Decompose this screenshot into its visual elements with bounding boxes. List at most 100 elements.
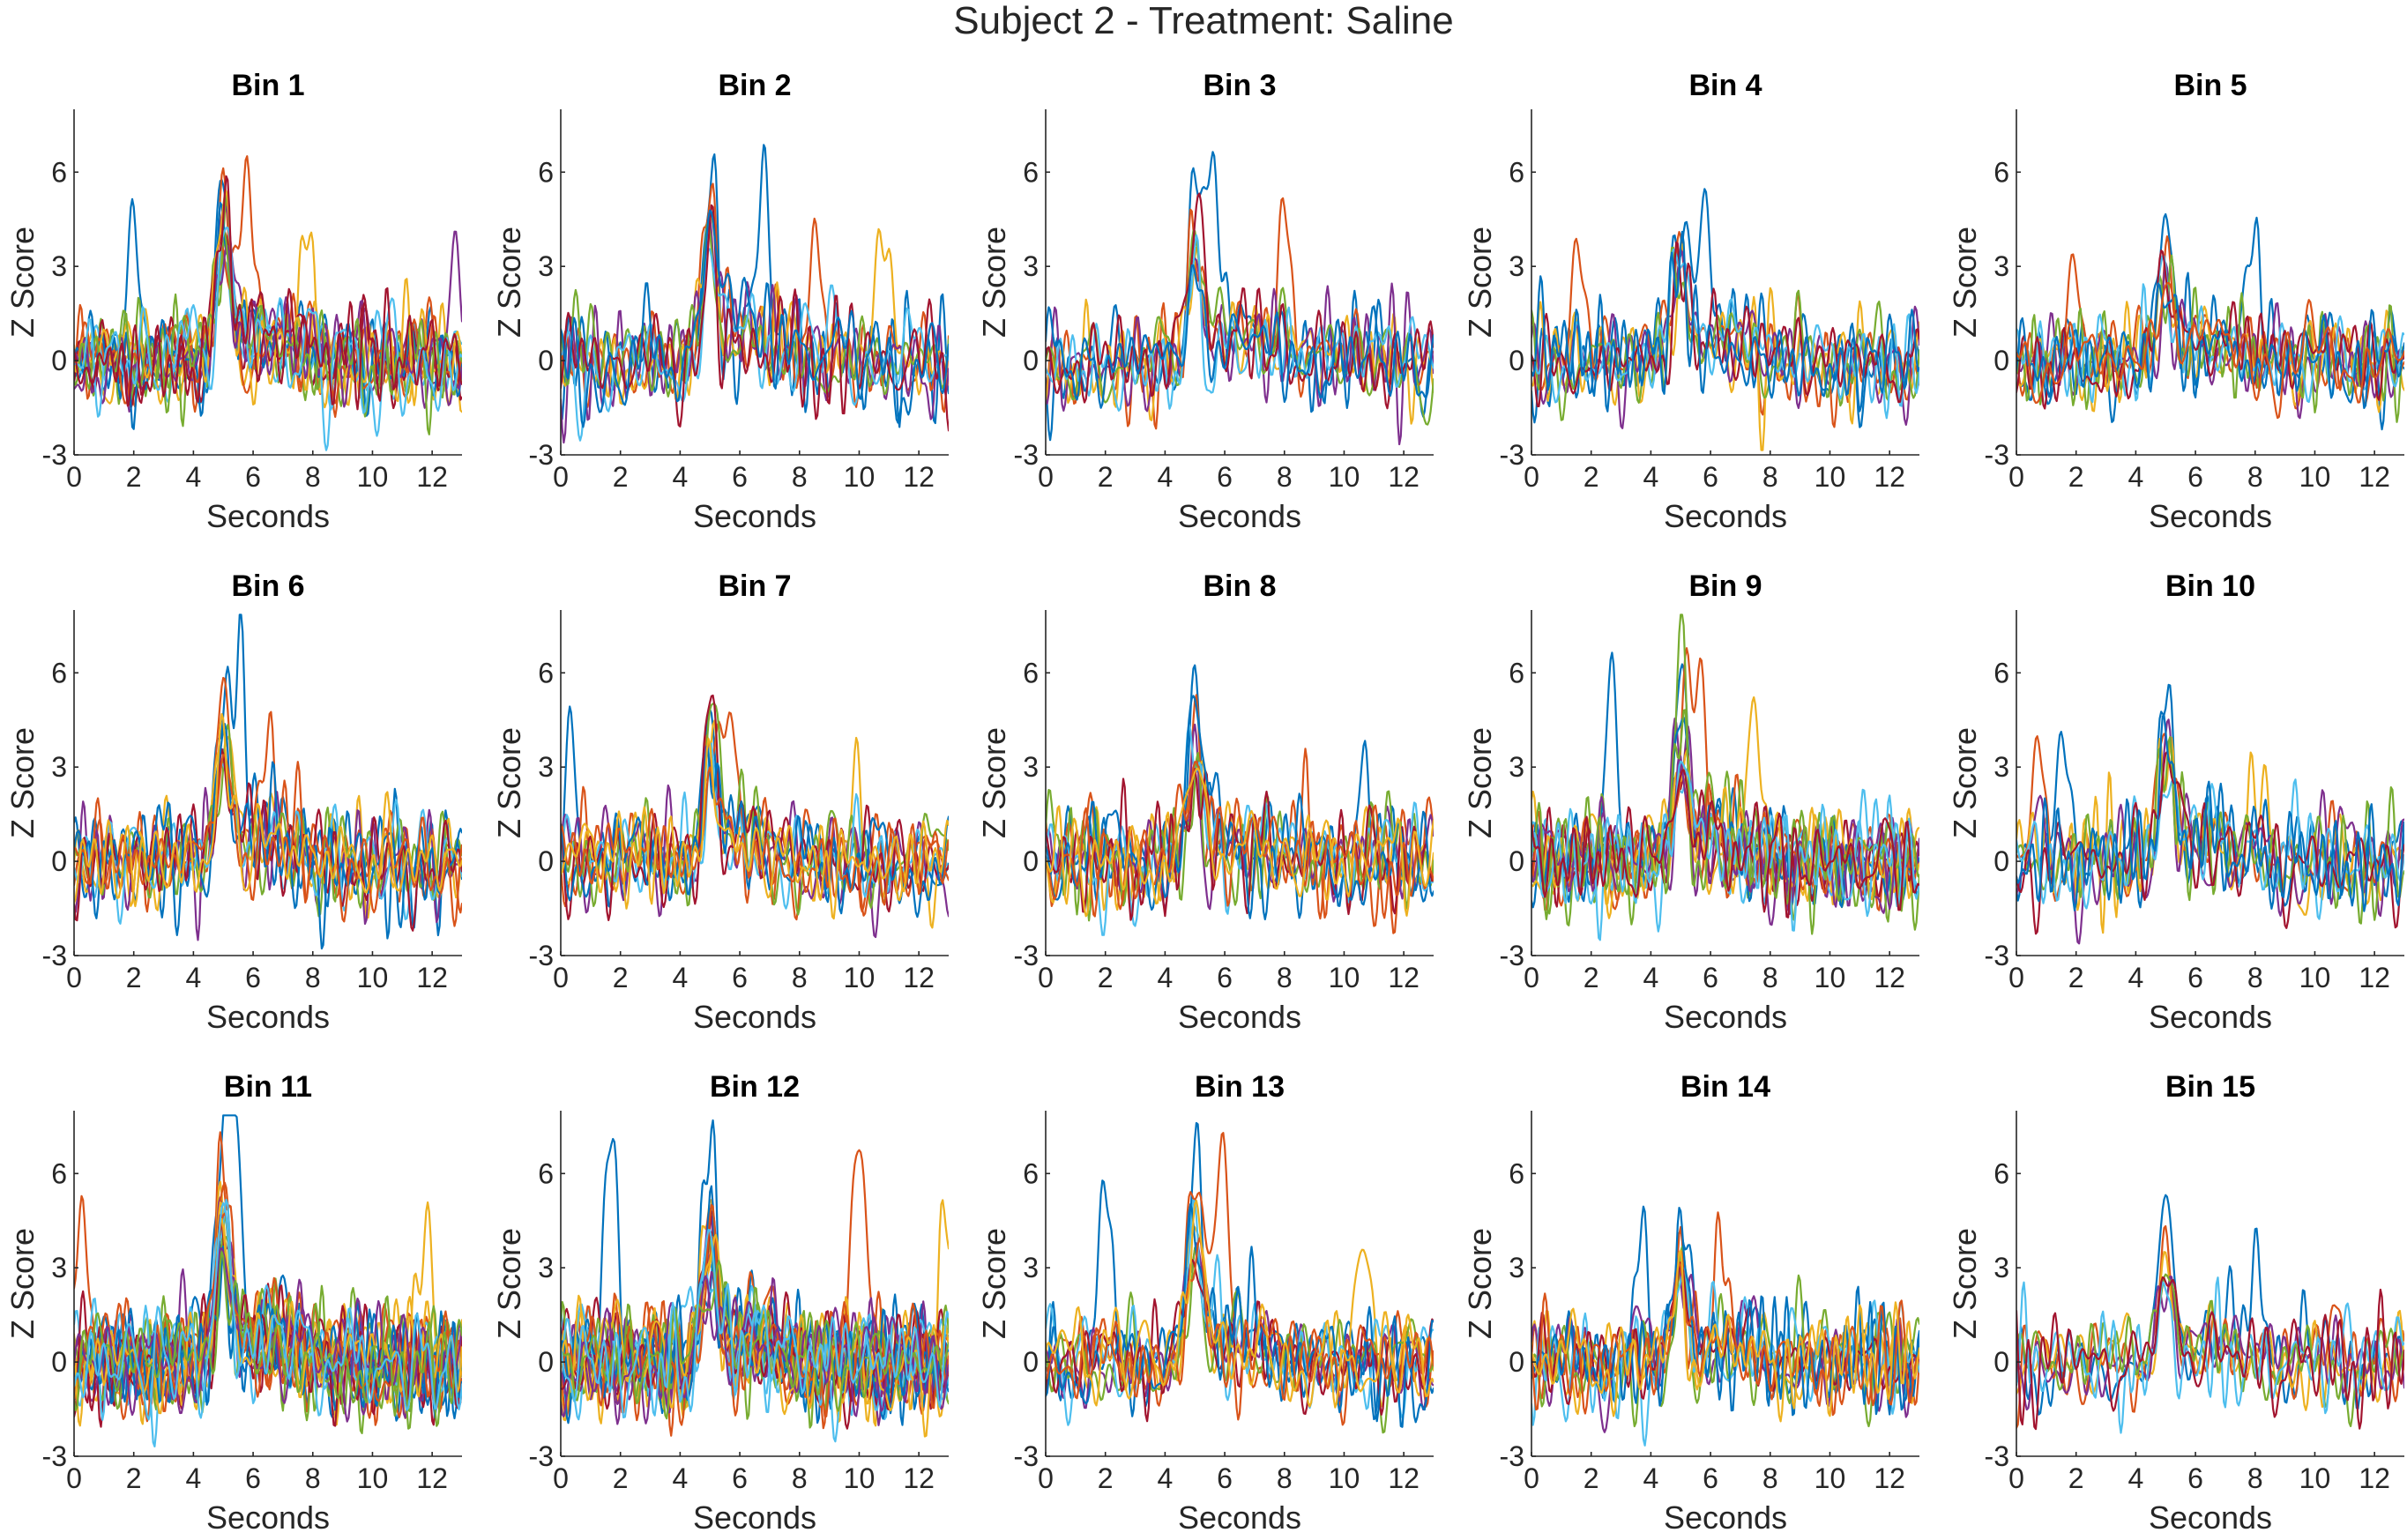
y-axis-label: Z Score [976, 227, 1012, 338]
trace-8 [2016, 714, 2404, 912]
x-axis-label: Seconds [2149, 498, 2272, 534]
x-tick-label: 8 [792, 461, 808, 493]
trace-8 [1531, 230, 1919, 413]
panel-title: Bin 10 [2165, 569, 2255, 603]
y-tick-label: 0 [1993, 345, 2009, 376]
trace-9 [1046, 760, 1434, 920]
y-tick-label: 6 [1993, 156, 2009, 188]
x-tick-label: 2 [2068, 461, 2084, 493]
y-tick-label: 6 [538, 657, 554, 688]
y-tick-label: 6 [1509, 1157, 1524, 1189]
y-tick-label: 0 [51, 1346, 67, 1378]
x-tick-label: 0 [1524, 461, 1539, 493]
trace-group [74, 1114, 462, 1447]
y-tick-label: 6 [1023, 1157, 1039, 1189]
y-tick-label: 3 [1509, 1252, 1524, 1283]
y-tick-label: 3 [51, 1252, 67, 1283]
x-tick-label: 6 [2187, 1462, 2203, 1494]
trace-5 [1046, 229, 1434, 426]
trace-7 [2016, 1276, 2404, 1431]
x-tick-label: 10 [357, 461, 389, 493]
y-tick-label: 3 [538, 1252, 554, 1283]
x-tick-label: 0 [2008, 1462, 2024, 1494]
x-tick-label: 6 [732, 1462, 748, 1494]
x-tick-label: 12 [1388, 461, 1420, 493]
x-tick-label: 0 [553, 962, 569, 993]
x-tick-label: 6 [2187, 962, 2203, 993]
x-tick-label: 12 [416, 1462, 448, 1494]
y-tick-label: 6 [1993, 1157, 2009, 1189]
y-tick-label: 3 [1509, 751, 1524, 783]
x-tick-label: 8 [1277, 461, 1293, 493]
trace-2 [2016, 1224, 2404, 1429]
x-tick-label: 4 [185, 461, 201, 493]
x-tick-label: 8 [2247, 461, 2263, 493]
x-tick-label: 10 [844, 962, 876, 993]
y-tick-label: 0 [1509, 1346, 1524, 1378]
x-tick-label: 0 [2008, 461, 2024, 493]
trace-14 [74, 175, 462, 411]
y-axis-label: Z Score [491, 727, 527, 838]
y-axis-label: Z Score [4, 227, 41, 338]
x-tick-label: 12 [2359, 461, 2390, 493]
x-tick-label: 2 [1098, 1462, 1114, 1494]
trace-group [2016, 212, 2404, 431]
x-tick-label: 6 [245, 461, 261, 493]
x-tick-label: 0 [1524, 962, 1539, 993]
trace-5 [561, 220, 949, 398]
x-tick-label: 8 [305, 1462, 321, 1494]
trace-7 [74, 231, 462, 410]
x-tick-label: 0 [1524, 1462, 1539, 1494]
x-tick-label: 12 [2359, 962, 2390, 993]
y-axis-label: Z Score [1462, 227, 1498, 338]
x-tick-label: 12 [416, 962, 448, 993]
x-tick-label: 6 [1703, 962, 1718, 993]
trace-group [2016, 683, 2404, 945]
panel-title: Bin 15 [2165, 1070, 2255, 1104]
y-tick-label: -3 [1500, 439, 1524, 471]
x-tick-label: 2 [1098, 461, 1114, 493]
x-tick-label: 10 [1329, 962, 1360, 993]
trace-group [74, 155, 462, 451]
trace-20 [561, 1229, 949, 1419]
x-tick-label: 10 [1329, 1462, 1360, 1494]
x-tick-label: 6 [732, 962, 748, 993]
y-tick-label: 0 [1023, 1346, 1039, 1378]
y-tick-label: -3 [529, 439, 554, 471]
trace-7 [561, 204, 949, 432]
y-tick-label: 3 [1509, 250, 1524, 282]
x-tick-label: 4 [1157, 461, 1173, 493]
y-tick-label: -3 [1014, 1440, 1039, 1472]
trace-group [561, 1119, 949, 1443]
y-tick-label: 0 [1993, 1346, 2009, 1378]
y-tick-label: -3 [529, 1440, 554, 1472]
x-axis-label: Seconds [693, 1499, 816, 1536]
x-tick-label: 10 [1329, 461, 1360, 493]
panel-title: Bin 11 [224, 1070, 312, 1104]
x-tick-label: 0 [2008, 962, 2024, 993]
x-tick-label: 12 [903, 461, 935, 493]
y-axis-label: Z Score [491, 227, 527, 338]
trace-10 [1046, 1199, 1434, 1409]
x-tick-label: 4 [1643, 461, 1658, 493]
x-tick-label: 12 [416, 461, 448, 493]
x-axis-label: Seconds [206, 498, 330, 534]
y-axis-label: Z Score [4, 727, 41, 838]
y-tick-label: 0 [1023, 845, 1039, 877]
x-tick-label: 12 [1388, 962, 1420, 993]
y-tick-label: 6 [538, 1157, 554, 1189]
x-tick-label: 0 [1038, 461, 1054, 493]
x-tick-label: 2 [126, 962, 142, 993]
x-axis-label: Seconds [1178, 1499, 1301, 1536]
x-tick-label: 12 [2359, 1462, 2390, 1494]
x-tick-label: 2 [126, 461, 142, 493]
panel-title: Bin 4 [1688, 69, 1762, 102]
trace-group [1531, 614, 1919, 941]
x-tick-label: 8 [2247, 962, 2263, 993]
